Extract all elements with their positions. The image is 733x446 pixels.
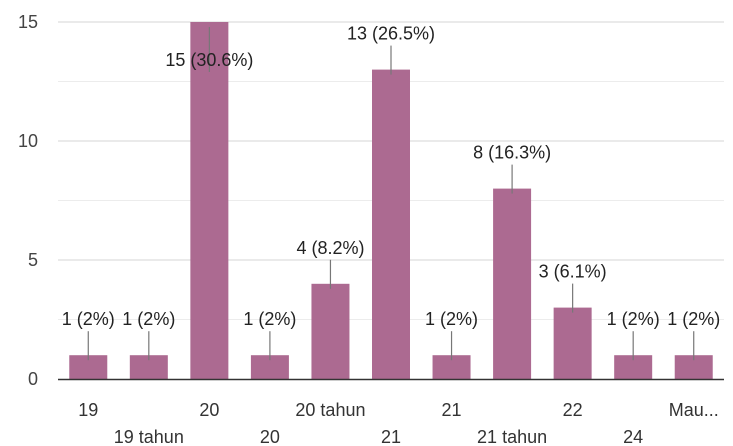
data-label: 1 (2%) (667, 309, 720, 329)
data-label: 4 (8.2%) (296, 238, 364, 258)
data-label: 1 (2%) (122, 309, 175, 329)
y-axis-ticks: 0 5 10 15 (18, 12, 38, 389)
bar (69, 355, 108, 379)
x-tick-label: 20 (260, 427, 280, 446)
x-tick-label: 21 tahun (477, 427, 547, 446)
bar (614, 355, 653, 379)
x-axis-ticks: 19 19 tahun 20 20 20 tahun 21 21 21 tahun 22 24 Ma… (78, 400, 718, 446)
y-tick-label: 0 (28, 369, 38, 389)
x-tick-label: 20 tahun (295, 400, 365, 420)
bar (311, 283, 350, 379)
bar (190, 22, 229, 379)
data-label: 13 (26.5%) (347, 24, 435, 44)
data-label: 3 (6.1%) (539, 262, 607, 282)
data-label: 1 (2%) (425, 309, 478, 329)
data-label: 8 (16.3%) (473, 143, 551, 163)
bar (493, 188, 532, 379)
data-label: 15 (30.6%) (165, 50, 253, 70)
x-tick-label: 22 (563, 400, 583, 420)
y-tick-label: 15 (18, 12, 38, 32)
data-label: 1 (2%) (607, 309, 660, 329)
x-tick-label: 19 (78, 400, 98, 420)
x-tick-label: Mau... (669, 400, 719, 420)
data-label: 1 (2%) (243, 309, 296, 329)
y-tick-label: 10 (18, 131, 38, 151)
bar (250, 355, 289, 379)
bar (129, 355, 168, 379)
data-labels: 1 (2%) 1 (2%) 15 (30.6%) 1 (2%) 4 (8.2%) 13 (… (62, 24, 720, 361)
x-tick-label: 21 (381, 427, 401, 446)
bars (69, 22, 713, 379)
x-tick-label: 21 (442, 400, 462, 420)
data-label: 1 (2%) (62, 309, 115, 329)
bar (553, 307, 592, 379)
x-tick-label: 24 (623, 427, 643, 446)
bar (674, 355, 713, 379)
bar (432, 355, 471, 379)
x-tick-label: 19 tahun (114, 427, 184, 446)
bar (372, 69, 410, 379)
x-tick-label: 20 (199, 400, 219, 420)
y-tick-label: 5 (28, 250, 38, 270)
